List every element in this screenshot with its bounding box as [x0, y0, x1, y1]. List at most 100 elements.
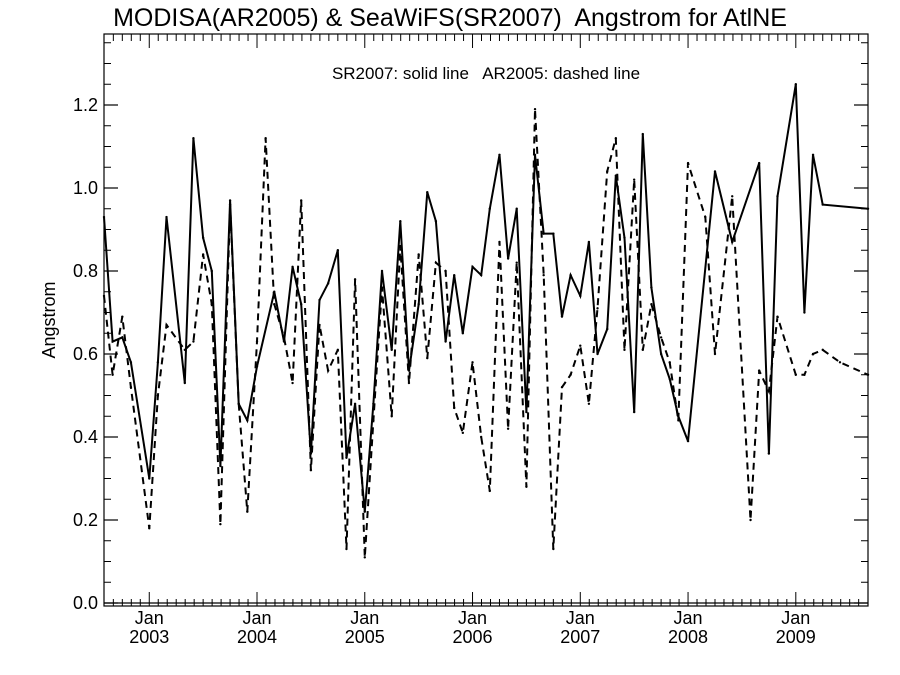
data-point-ar2005 — [488, 489, 491, 493]
data-point-ar2005 — [542, 273, 545, 277]
data-point-sr2007 — [794, 83, 798, 86]
ticks-layer: 0.00.20.40.60.81.01.2Jan2003Jan2004Jan20… — [73, 34, 868, 647]
data-point-sr2007 — [587, 240, 591, 244]
data-point-sr2007 — [183, 381, 187, 385]
data-point-ar2005 — [757, 369, 761, 372]
data-point-sr2007 — [426, 190, 429, 194]
data-point-sr2007 — [498, 153, 501, 156]
x-tick-year-label: 2009 — [776, 627, 816, 647]
data-point-sr2007 — [623, 236, 626, 239]
data-point-ar2005 — [632, 178, 636, 181]
data-point-ar2005 — [237, 402, 240, 405]
data-point-ar2005 — [183, 348, 187, 352]
data-point-ar2005 — [228, 203, 232, 206]
data-point-ar2005 — [399, 244, 402, 248]
data-point-ar2005 — [111, 373, 114, 376]
x-tick-month-label: Jan — [350, 608, 379, 628]
data-point-sr2007 — [569, 273, 572, 277]
data-point-sr2007 — [201, 236, 205, 239]
data-point-sr2007 — [291, 265, 294, 269]
data-point-sr2007 — [515, 207, 518, 210]
data-point-sr2007 — [713, 170, 717, 173]
data-point-ar2005 — [560, 386, 564, 389]
data-point-sr2007 — [488, 207, 491, 210]
y-tick-label: 0.6 — [73, 344, 98, 364]
data-point-sr2007 — [866, 207, 870, 210]
data-point-ar2005 — [596, 307, 599, 310]
data-point-sr2007 — [596, 352, 599, 356]
y-tick-label: 0.2 — [73, 510, 98, 530]
data-point-ar2005 — [219, 522, 222, 526]
data-point-ar2005 — [803, 373, 806, 376]
data-point-sr2007 — [650, 286, 653, 289]
data-point-sr2007 — [641, 132, 644, 136]
data-point-ar2005 — [434, 261, 438, 264]
data-point-ar2005 — [246, 510, 249, 513]
x-tick-month-label: Jan — [242, 608, 271, 628]
data-point-sr2007 — [399, 220, 402, 223]
data-point-ar2005 — [444, 269, 447, 273]
data-point-ar2005 — [363, 556, 366, 559]
data-point-sr2007 — [318, 298, 321, 302]
y-tick-label: 1.0 — [73, 178, 98, 198]
data-point-ar2005 — [821, 348, 824, 352]
data-point-sr2007 — [525, 410, 528, 414]
data-point-sr2007 — [757, 161, 761, 165]
data-point-sr2007 — [542, 232, 545, 235]
data-point-ar2005 — [264, 137, 267, 140]
data-point-ar2005 — [309, 469, 313, 472]
data-point-sr2007 — [228, 199, 232, 202]
data-point-ar2005 — [677, 419, 680, 422]
data-point-sr2007 — [461, 332, 465, 335]
x-tick-month-label: Jan — [566, 608, 595, 628]
data-point-sr2007 — [632, 410, 636, 414]
data-point-sr2007 — [121, 336, 124, 339]
data-point-ar2005 — [426, 356, 429, 360]
data-point-ar2005 — [210, 303, 213, 306]
data-point-ar2005 — [318, 323, 321, 327]
data-point-sr2007 — [299, 303, 303, 306]
data-point-sr2007 — [659, 352, 663, 356]
x-tick-year-label: 2006 — [453, 627, 493, 647]
data-point-sr2007 — [380, 269, 384, 273]
data-point-ar2005 — [326, 369, 330, 372]
data-point-sr2007 — [156, 361, 160, 364]
data-point-ar2005 — [533, 107, 537, 111]
data-point-ar2005 — [866, 373, 870, 376]
data-point-ar2005 — [776, 315, 779, 318]
data-point-ar2005 — [282, 336, 286, 339]
data-point-ar2005 — [345, 547, 348, 551]
y-tick-label: 1.2 — [73, 95, 98, 115]
data-point-sr2007 — [471, 265, 474, 269]
data-point-ar2005 — [704, 215, 707, 219]
data-point-ar2005 — [479, 435, 483, 439]
series-layer — [102, 83, 870, 559]
data-point-ar2005 — [731, 195, 734, 198]
data-point-sr2007 — [210, 269, 213, 273]
data-point-sr2007 — [192, 137, 195, 140]
data-point-sr2007 — [479, 273, 483, 277]
data-point-ar2005 — [453, 406, 456, 410]
data-point-sr2007 — [560, 315, 564, 318]
y-axis-label: Angstrom — [39, 281, 59, 358]
data-point-ar2005 — [623, 348, 626, 352]
data-point-ar2005 — [838, 361, 842, 364]
x-tick-month-label: Jan — [135, 608, 164, 628]
data-point-ar2005 — [569, 373, 572, 376]
data-point-ar2005 — [390, 415, 393, 418]
data-point-ar2005 — [579, 344, 582, 347]
data-point-ar2005 — [461, 431, 465, 435]
data-point-ar2005 — [372, 419, 375, 422]
data-point-ar2005 — [525, 485, 528, 488]
data-point-ar2005 — [767, 390, 771, 393]
data-point-ar2005 — [148, 527, 151, 530]
data-point-ar2005 — [506, 427, 510, 430]
data-point-ar2005 — [606, 170, 609, 173]
data-point-sr2007 — [326, 282, 330, 285]
series-line-sr2007 — [103, 84, 869, 512]
data-point-sr2007 — [444, 340, 447, 343]
plot-frame — [103, 33, 869, 607]
data-point-sr2007 — [579, 294, 582, 298]
data-point-sr2007 — [506, 257, 510, 260]
data-point-sr2007 — [606, 327, 609, 331]
